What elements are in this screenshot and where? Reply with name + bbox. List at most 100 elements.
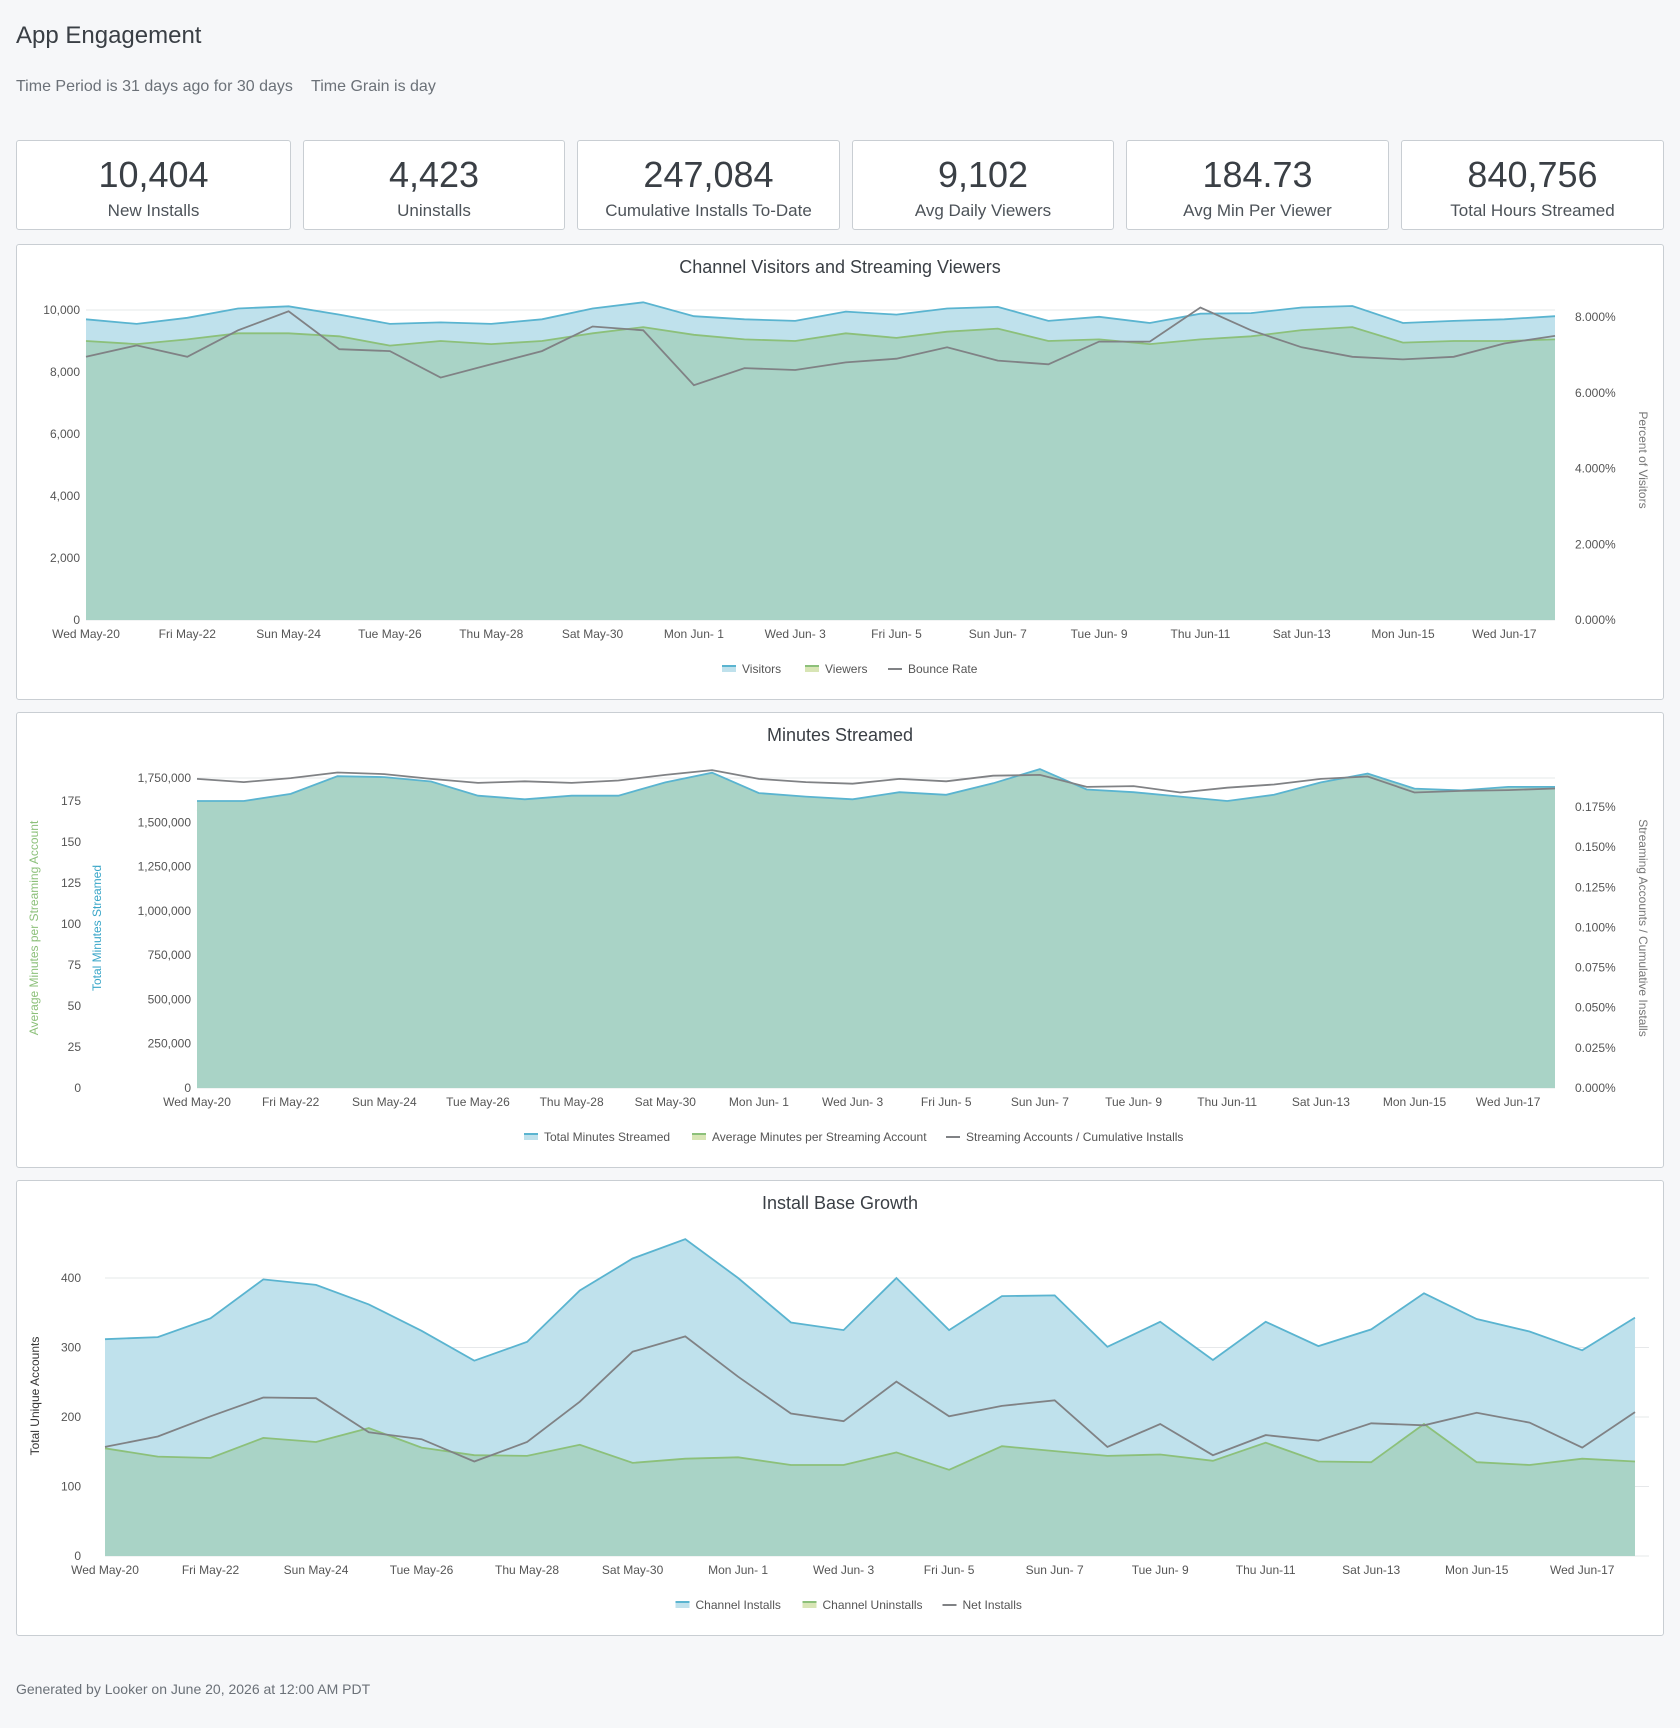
viewers-area (86, 327, 1555, 620)
legend-swatch (692, 1135, 706, 1140)
x-tick-label: Wed May-20 (52, 627, 120, 641)
legend-item[interactable]: Bounce Rate (888, 662, 978, 676)
x-tick-label: Sun Jun- 7 (1026, 1563, 1084, 1577)
y-outer-axis-title: Average Minutes per Streaming Account (27, 820, 41, 1035)
y-tick-label: 0 (74, 1549, 81, 1563)
x-tick-label: Sat Jun-13 (1342, 1563, 1400, 1577)
installs-line (104, 1238, 1636, 1362)
kpi-tile[interactable]: 10,404 New Installs (16, 140, 291, 230)
x-tick-label: Thu Jun-11 (1171, 627, 1231, 641)
filter-summary: Time Period is 31 days ago for 30 days T… (16, 78, 450, 96)
legend-item[interactable]: Streaming Accounts / Cumulative Installs (946, 1130, 1183, 1144)
x-tick-label: Tue Jun- 9 (1071, 627, 1128, 641)
x-tick-label: Thu Jun-11 (1197, 1095, 1257, 1109)
y-tick-label: 1,500,000 (138, 815, 192, 829)
y2-axis-title: Streaming Accounts / Cumulative Installs (1636, 819, 1650, 1036)
kpi-value: 4,423 (388, 154, 480, 195)
legend-swatch (675, 1603, 690, 1608)
x-tick-label: Thu May-28 (459, 627, 523, 641)
legend-swatch (524, 1135, 538, 1140)
x-tick-label: Sat Jun-13 (1273, 627, 1331, 641)
chart-title: Minutes Streamed (766, 725, 914, 745)
x-tick-label: Mon Jun-15 (1371, 627, 1435, 641)
x-tick-label: Wed Jun- 3 (765, 627, 826, 641)
legend-label: Viewers (825, 662, 867, 676)
y2-tick-label: 0.025% (1575, 1041, 1616, 1055)
kpi-value: 247,084 (643, 154, 774, 195)
x-tick-label: Sun Jun- 7 (969, 627, 1027, 641)
legend-label: Channel Uninstalls (823, 1598, 923, 1612)
x-tick-label: Mon Jun- 1 (664, 627, 724, 641)
y-tick-label: 500,000 (148, 992, 192, 1006)
kpi-tile[interactable]: 9,102 Avg Daily Viewers (852, 140, 1114, 230)
y-outer-tick-label: 150 (61, 835, 81, 849)
y2-tick-label: 0.000% (1575, 613, 1616, 627)
y-tick-label: 1,750,000 (138, 771, 192, 785)
kpi-tile[interactable]: 840,756 Total Hours Streamed (1401, 140, 1664, 230)
y-tick-label: 0 (184, 1081, 191, 1095)
chart-title: Install Base Growth (761, 1193, 919, 1213)
legend-item[interactable]: Net Installs (942, 1598, 1022, 1612)
kpi-label: Total Hours Streamed (1450, 200, 1615, 220)
x-tick-label: Wed Jun-17 (1550, 1563, 1615, 1577)
y2-tick-label: 0.050% (1575, 1001, 1616, 1015)
y-outer-tick-label: 75 (68, 958, 82, 972)
x-tick-label: Sun Jun- 7 (1011, 1095, 1069, 1109)
viewers-line (85, 326, 1556, 347)
uninstalls-line (104, 1422, 1636, 1471)
legend-label: Average Minutes per Streaming Account (712, 1130, 927, 1144)
x-tick-label: Tue May-26 (390, 1563, 454, 1577)
x-tick-label: Wed Jun-17 (1476, 1095, 1541, 1109)
y-tick-label: 1,000,000 (138, 904, 192, 918)
x-tick-label: Wed Jun- 3 (813, 1563, 874, 1577)
legend-item[interactable]: Visitors (722, 662, 781, 676)
x-tick-label: Tue May-26 (358, 627, 422, 641)
legend-swatch (722, 667, 736, 672)
legend-item[interactable]: Viewers (805, 662, 867, 676)
x-tick-label: Fri May-22 (262, 1095, 320, 1109)
y2-tick-label: 0.150% (1575, 840, 1616, 854)
x-tick-label: Thu May-28 (540, 1095, 604, 1109)
x-tick-label: Fri May-22 (159, 627, 217, 641)
legend-label: Streaming Accounts / Cumulative Installs (966, 1130, 1183, 1144)
y-outer-tick-label: 175 (61, 794, 81, 808)
kpi-tile[interactable]: 184.73 Avg Min Per Viewer (1126, 140, 1389, 230)
total-minutes-area (197, 769, 1555, 1088)
x-tick-label: Sat May-30 (602, 1563, 664, 1577)
x-tick-label: Mon Jun- 1 (708, 1563, 768, 1577)
legend-item[interactable]: Average Minutes per Streaming Account (692, 1130, 927, 1144)
filter-time-grain[interactable]: Time Grain is day (311, 78, 436, 95)
y2-tick-label: 8.000% (1575, 310, 1616, 324)
kpi-value: 10,404 (98, 154, 209, 195)
page-title: App Engagement (16, 22, 202, 49)
legend-swatch (802, 1603, 817, 1608)
legend-label: Bounce Rate (908, 662, 978, 676)
streaming-ratio-line (196, 769, 1556, 794)
y-tick-label: 10,000 (43, 303, 80, 317)
y-tick-label: 2,000 (50, 551, 80, 565)
x-tick-label: Tue Jun- 9 (1132, 1563, 1189, 1577)
y-outer-tick-label: 125 (61, 876, 81, 890)
legend-item[interactable]: Channel Installs (675, 1598, 781, 1612)
x-tick-label: Sat Jun-13 (1292, 1095, 1350, 1109)
x-tick-label: Fri May-22 (182, 1563, 240, 1577)
kpi-tile[interactable]: 4,423 Uninstalls (303, 140, 565, 230)
x-tick-label: Thu Jun-11 (1236, 1563, 1296, 1577)
chart-tile-visitors: Channel Visitors and Streaming Viewers 0… (16, 244, 1664, 700)
kpi-label: Cumulative Installs To-Date (605, 200, 812, 220)
total-minutes-line (197, 768, 1555, 802)
kpi-label: Uninstalls (397, 200, 471, 220)
x-tick-label: Wed May-20 (163, 1095, 231, 1109)
chart-title: Channel Visitors and Streaming Viewers (679, 257, 1001, 277)
legend-item[interactable]: Total Minutes Streamed (524, 1130, 670, 1144)
y-tick-label: 200 (61, 1410, 81, 1424)
legend-item[interactable]: Channel Uninstalls (802, 1598, 923, 1612)
y-axis-title: Total Unique Accounts (28, 1337, 42, 1456)
y-outer-tick-label: 50 (68, 999, 82, 1013)
y2-tick-label: 4.000% (1575, 462, 1616, 476)
x-tick-label: Fri Jun- 5 (921, 1095, 972, 1109)
kpi-value: 9,102 (937, 154, 1029, 195)
filter-time-period[interactable]: Time Period is 31 days ago for 30 days (16, 78, 293, 95)
kpi-tile[interactable]: 247,084 Cumulative Installs To-Date (577, 140, 840, 230)
y2-tick-label: 6.000% (1575, 386, 1616, 400)
